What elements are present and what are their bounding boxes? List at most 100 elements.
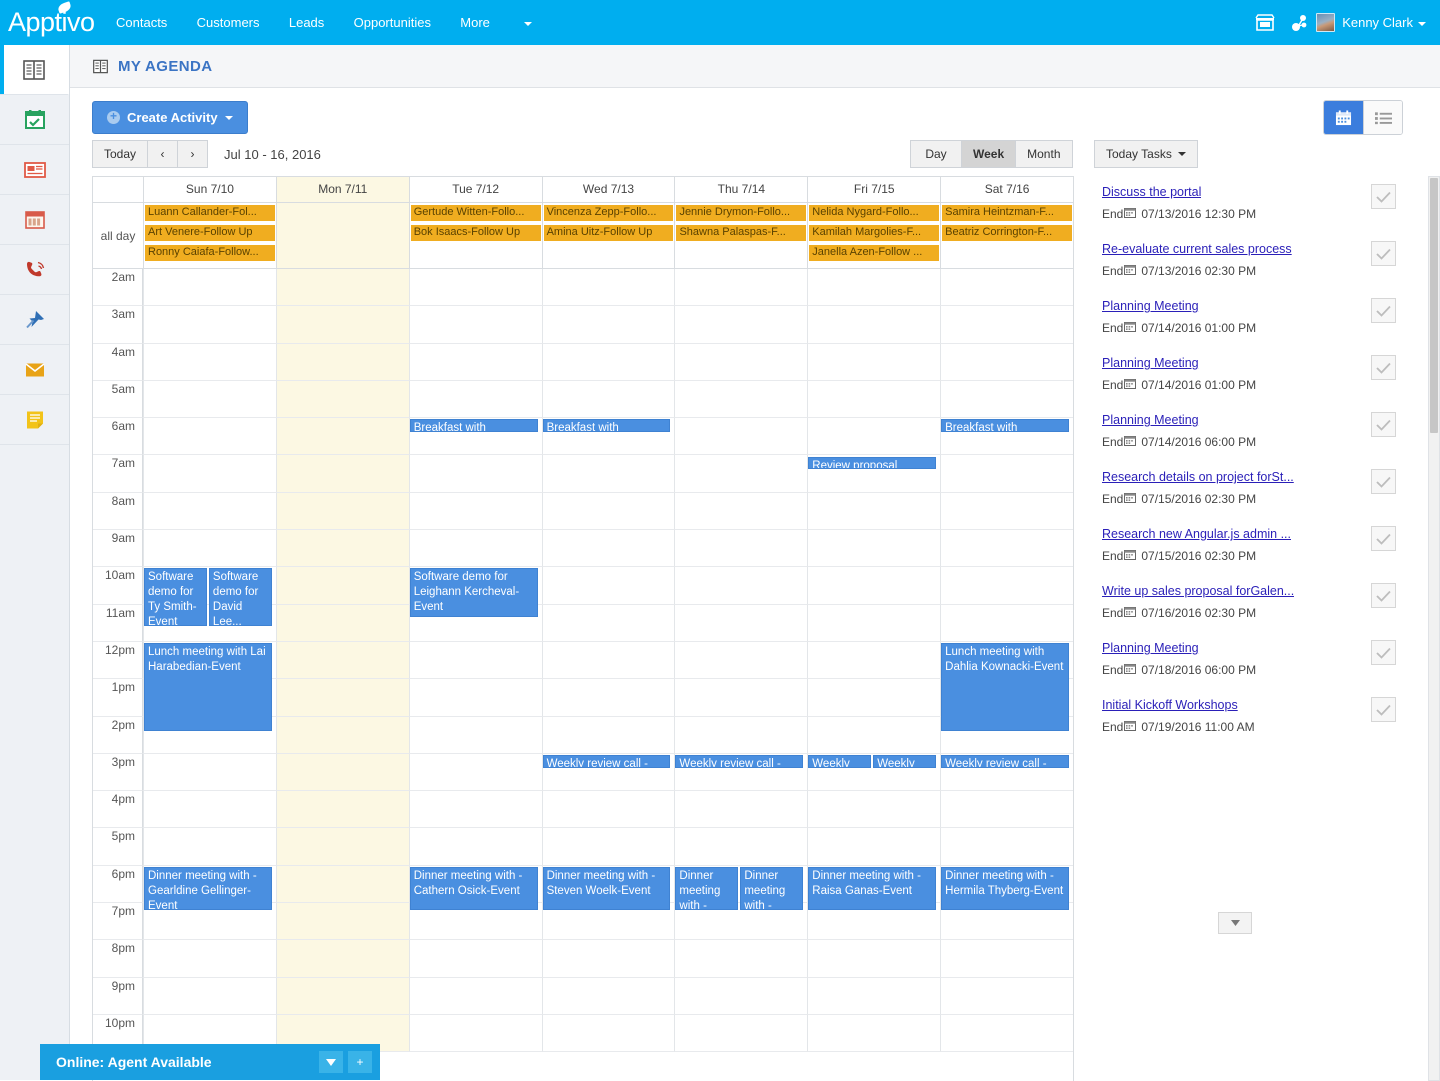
day-header-fri[interactable]: Fri 7/15 [807,177,940,202]
time-slot-cell[interactable] [940,530,1073,568]
time-slot-cell[interactable] [940,753,1073,792]
all-day-event-chip[interactable]: Ronny Caiafa-Follow... [145,245,275,261]
time-slot-cell[interactable] [674,380,808,419]
time-slot-cell[interactable] [807,418,941,456]
time-slot-cell[interactable] [807,828,941,866]
time-slot-cell[interactable] [674,828,808,866]
time-slot-cell[interactable] [807,269,941,307]
time-slot-cell[interactable] [408,530,542,568]
time-slot-cell[interactable] [143,977,276,1015]
time-slot-cell[interactable] [143,455,276,493]
time-slot-cell[interactable] [541,1014,675,1053]
sidebar-item-pinned[interactable] [0,295,69,345]
list-view-icon[interactable] [1363,101,1402,134]
time-slot-cell[interactable] [275,641,409,680]
apptivo-logo[interactable]: Apptivo [8,0,103,45]
time-slot-cell[interactable] [807,753,941,792]
time-slot-cell[interactable] [807,306,941,344]
time-slot-cell[interactable] [408,269,542,307]
time-slot-cell[interactable] [143,306,276,344]
time-slot-cell[interactable] [541,530,675,568]
day-header-wed[interactable]: Wed 7/13 [541,177,675,202]
task-title-link[interactable]: Write up sales proposal forGalen... [1102,584,1295,598]
time-slot-cell[interactable] [807,1014,941,1053]
calendar-event[interactable]: Dinner meeting with - Evia... [740,866,804,910]
time-slot-cell[interactable] [541,306,675,344]
time-slot-cell[interactable] [674,269,808,307]
time-slot-cell[interactable] [275,679,409,717]
sidebar-item-notes[interactable] [0,395,69,445]
time-slot-cell[interactable] [674,940,808,978]
time-slot-cell[interactable] [541,418,675,456]
day-header-sun[interactable]: Sun 7/10 [143,177,276,202]
chat-expand-button[interactable]: + [348,1051,372,1073]
all-day-event-chip[interactable]: Nelida Nygard-Follo... [809,205,940,221]
task-title-link[interactable]: Research new Angular.js admin ... [1102,527,1291,541]
task-complete-checkbox[interactable] [1371,298,1396,323]
time-slot-cell[interactable] [807,679,941,717]
time-slot-cell[interactable] [408,306,542,344]
all-day-event-chip[interactable]: Beatriz Corrington-F... [942,225,1073,241]
today-tasks-dropdown[interactable]: Today Tasks [1094,140,1198,168]
next-week-button[interactable]: › [177,140,209,168]
nav-item-customers[interactable]: Customers [196,15,260,30]
time-slot-cell[interactable] [807,791,941,829]
time-slot-cell[interactable] [541,455,675,493]
all-day-event-chip[interactable]: Kamilah Margolies-F... [809,225,940,241]
time-slot-cell[interactable] [541,716,675,754]
time-slot-cell[interactable] [408,753,542,792]
all-day-event-chip[interactable]: Vincenza Zepp-Follo... [543,205,674,221]
time-slot-cell[interactable] [674,530,808,568]
scrollbar-thumb[interactable] [1430,178,1438,433]
show-more-tasks-button[interactable] [1218,912,1252,934]
time-slot-cell[interactable] [674,1014,808,1053]
time-slot-cell[interactable] [275,828,409,866]
calendar-event[interactable]: Dinner meeting with - Gearldine Gellinge… [144,866,272,910]
time-slot-cell[interactable] [807,716,941,754]
all-day-cell-wed[interactable]: Vincenza Zepp-Follo... Amina Uitz-Follow … [541,203,675,268]
time-slot-cell[interactable] [541,940,675,978]
time-slot-cell[interactable] [940,492,1073,531]
all-day-event-chip[interactable]: Samira Heintzman-F... [942,205,1073,221]
avatar[interactable] [1316,13,1336,32]
time-slot-cell[interactable] [143,343,276,381]
time-slot-cell[interactable] [807,604,941,642]
time-slot-cell[interactable] [408,455,542,493]
time-slot-cell[interactable] [541,753,675,792]
all-day-cell-thu[interactable]: Jennie Drymon-Follo... Shawna Palaspas-F.… [674,203,807,268]
view-day-button[interactable]: Day [910,140,962,168]
time-slot-cell[interactable] [940,455,1073,493]
time-slot-cell[interactable] [275,716,409,754]
time-slot-cell[interactable] [674,641,808,680]
all-day-cell-mon[interactable] [275,203,409,268]
task-title-link[interactable]: Initial Kickoff Workshops [1102,698,1238,712]
nav-item-more[interactable] [506,15,545,30]
time-slot-cell[interactable] [674,753,808,792]
user-menu[interactable]: Kenny Clark [1342,15,1426,30]
time-slot-cell[interactable] [674,567,808,605]
task-title-link[interactable]: Planning Meeting [1102,413,1199,427]
time-slot-cell[interactable] [541,492,675,531]
prev-week-button[interactable]: ‹ [147,140,179,168]
all-day-cell-fri[interactable]: Nelida Nygard-Follo... Kamilah Margolies-… [807,203,940,268]
time-slot-cell[interactable] [143,380,276,419]
nav-item-opportunities[interactable]: Opportunities [353,15,431,30]
time-slot-cell[interactable] [940,903,1073,941]
time-slot-cell[interactable] [143,604,276,642]
time-slot-cell[interactable] [408,903,542,941]
calendar-event[interactable]: Software demo for Leighann Kercheval-Eve… [409,568,538,617]
connections-icon[interactable] [1282,0,1316,45]
time-slot-cell[interactable] [541,604,675,642]
chat-widget-bar[interactable]: Online: Agent Available + [40,1044,380,1080]
time-slot-cell[interactable] [940,604,1073,642]
time-slot-cell[interactable] [541,343,675,381]
day-header-sat[interactable]: Sat 7/16 [940,177,1073,202]
time-slot-cell[interactable] [674,716,808,754]
time-slot-cell[interactable] [940,567,1073,605]
nav-item-employees[interactable]: More [460,15,490,30]
calendar-event[interactable]: Lunch meeting with Lai Harabedian-Event [144,643,272,731]
task-complete-checkbox[interactable] [1371,583,1396,608]
time-slot-cell[interactable] [807,380,941,419]
time-slot-cell[interactable] [807,940,941,978]
time-slot-cell[interactable] [807,492,941,531]
